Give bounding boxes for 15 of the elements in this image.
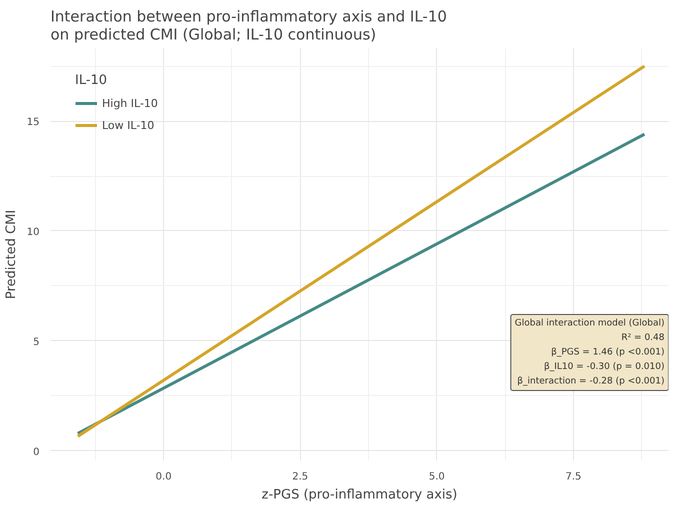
x-axis-title: z-PGS (pro-inflammatory axis) (262, 488, 458, 502)
y-tick-label: 10 (26, 226, 40, 238)
legend-label: High IL-10 (102, 96, 158, 110)
annotation: Global interaction model (Global) R² = 0.48 β_PGS = 1.46 (p <0.001) β_IL10 = -0.30 (p = 0.010) β_interaction = -0.28 (p <0.001) (514, 318, 665, 386)
x-tick-label: 0.0 (156, 472, 172, 482)
x-tick-label: 7.5 (565, 472, 582, 482)
y-tick-label: 15 (26, 117, 40, 128)
legend-label: Low IL-10 (102, 118, 154, 132)
chart-title: Interaction between pro-inflammatory axis and IL-10 on predicted CMI (Global; IL-10 continuous) (50, 8, 447, 44)
y-tick-label: 0 (33, 446, 40, 458)
x-tick-label: 2.5 (292, 472, 308, 482)
y-axis-title: Predicted CMI (4, 210, 19, 300)
x-tick-label: 5.0 (428, 472, 445, 482)
legend-title: IL-10 (75, 73, 108, 88)
y-tick-label: 5 (33, 336, 40, 348)
